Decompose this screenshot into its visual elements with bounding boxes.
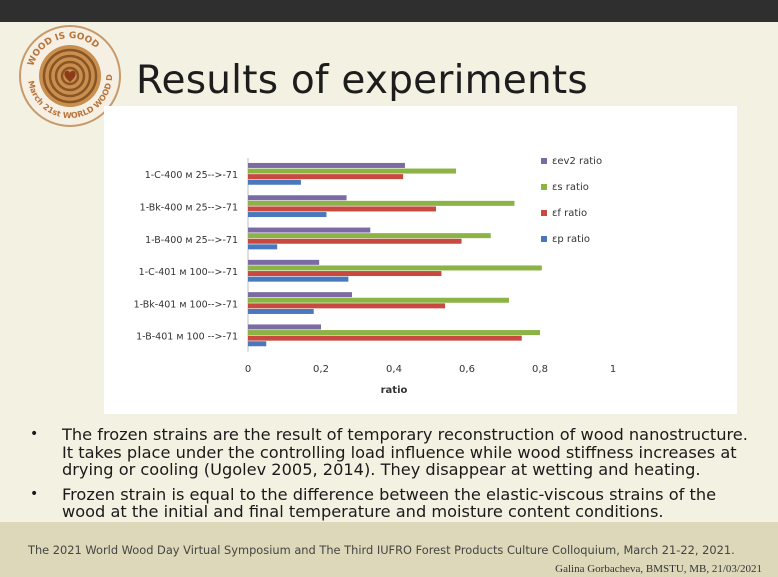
x-axis-label: ratio bbox=[381, 385, 408, 396]
legend-label: εp ratio bbox=[552, 234, 590, 245]
bar-es bbox=[248, 297, 509, 303]
bar-ep bbox=[248, 341, 267, 347]
slide: WOOD IS GOOD March 21st WORLD WOOD DAY R… bbox=[0, 22, 778, 577]
legend-label: εf ratio bbox=[552, 208, 587, 219]
bullet-text: Frozen strain is equal to the difference… bbox=[62, 484, 717, 521]
x-tick-label: 0,8 bbox=[532, 364, 548, 375]
category-label: 1-C-400 м 25-->-71 bbox=[145, 170, 238, 181]
bar-es bbox=[248, 330, 540, 336]
bar-ef bbox=[248, 206, 436, 212]
legend-swatch-ef bbox=[541, 210, 547, 216]
bullet-item: • Frozen strain is equal to the differen… bbox=[28, 484, 748, 521]
footer: The 2021 World Wood Day Virtual Symposiu… bbox=[0, 522, 778, 577]
bar-ef bbox=[248, 174, 404, 180]
bar-ef bbox=[248, 303, 446, 309]
category-label: 1-Bk-400 м 25-->-71 bbox=[140, 202, 238, 213]
bar-ev2 bbox=[248, 162, 405, 168]
footer-conference-text: The 2021 World Wood Day Virtual Symposiu… bbox=[28, 543, 735, 557]
legend-swatch-es bbox=[541, 184, 547, 190]
x-tick-label: 0,6 bbox=[459, 364, 475, 375]
legend-swatch-ev2 bbox=[541, 158, 547, 164]
slide-title: Results of experiments bbox=[136, 58, 588, 103]
bar-ev2 bbox=[248, 227, 371, 233]
bullet-marker: • bbox=[30, 426, 39, 442]
bar-ev2 bbox=[248, 195, 347, 201]
bar-ep bbox=[248, 179, 301, 185]
category-label: 1-B-401 м 100 -->-71 bbox=[136, 332, 238, 343]
legend-swatch-ep bbox=[541, 236, 547, 242]
bar-ef bbox=[248, 335, 522, 341]
bullet-item: • The frozen strains are the result of t… bbox=[28, 426, 748, 479]
x-tick-label: 0,4 bbox=[386, 364, 402, 375]
bar-es bbox=[248, 168, 457, 174]
bullet-marker: • bbox=[30, 485, 39, 502]
bar-ep bbox=[248, 308, 314, 314]
bar-ef bbox=[248, 271, 442, 277]
bar-ef bbox=[248, 238, 462, 244]
bar-ev2 bbox=[248, 292, 353, 298]
category-label: 1-B-400 м 25-->-71 bbox=[145, 235, 238, 246]
bar-chart: 1-C-400 м 25-->-71 1-Bk-400 м 25-->-71 1-B… bbox=[104, 106, 737, 414]
x-tick-label: 0 bbox=[245, 364, 251, 375]
category-label: 1-Bk-401 м 100-->-71 bbox=[134, 299, 238, 310]
bullet-list: • The frozen strains are the result of t… bbox=[28, 426, 748, 528]
bar-ev2 bbox=[248, 259, 320, 265]
footer-author-text: Galina Gorbacheva, BMSTU, MB, 21/03/2021 bbox=[555, 563, 762, 575]
window-top-bar bbox=[0, 0, 778, 22]
bar-es bbox=[248, 233, 491, 239]
bar-ep bbox=[248, 276, 349, 282]
x-tick-label: 0,2 bbox=[313, 364, 329, 375]
legend-label: εs ratio bbox=[552, 182, 589, 193]
bar-ev2 bbox=[248, 324, 321, 330]
bar-ep bbox=[248, 244, 278, 250]
bar-es bbox=[248, 200, 515, 206]
bar-es bbox=[248, 265, 542, 271]
x-tick-label: 1 bbox=[610, 364, 616, 375]
bar-ep bbox=[248, 212, 327, 218]
bullet-text: The frozen strains are the result of tem… bbox=[62, 425, 748, 479]
wood-is-good-logo: WOOD IS GOOD March 21st WORLD WOOD DAY bbox=[18, 24, 121, 127]
category-label: 1-C-401 м 100-->-71 bbox=[139, 267, 238, 278]
legend-label: εev2 ratio bbox=[552, 156, 602, 167]
